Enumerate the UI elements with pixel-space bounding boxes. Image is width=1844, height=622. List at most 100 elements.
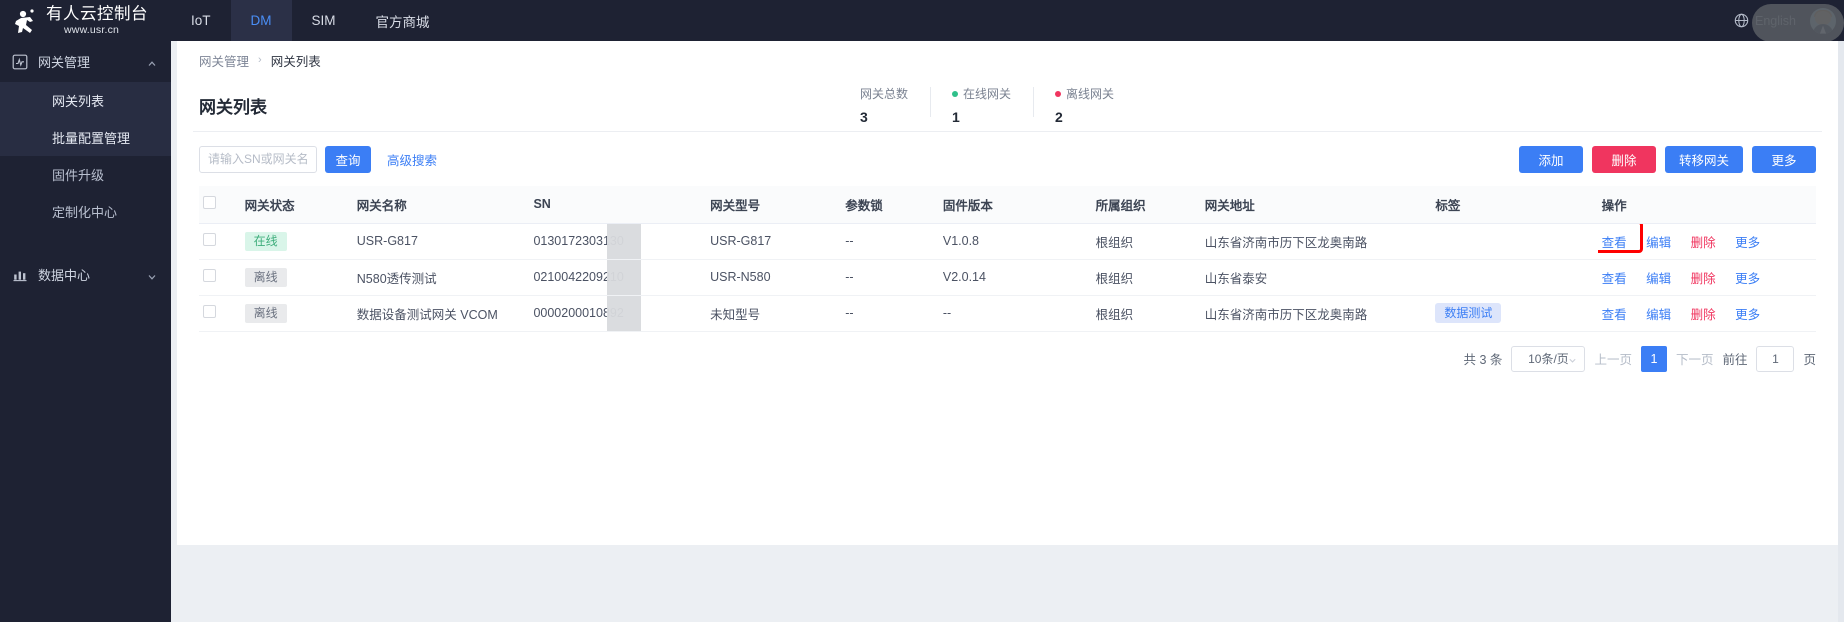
cell-name: USR-G817 xyxy=(352,223,530,260)
more-action[interactable]: 更多 xyxy=(1735,271,1761,286)
edit-action[interactable]: 编辑 xyxy=(1646,235,1672,250)
advanced-search-link[interactable]: 高级搜索 xyxy=(387,153,438,168)
cell-address: 山东省泰安 xyxy=(1200,259,1432,296)
sidebar-group-label: 网关管理 xyxy=(38,55,91,70)
stat-value: 2 xyxy=(1054,109,1063,125)
delete-action[interactable]: 删除 xyxy=(1690,271,1716,286)
next-page-button[interactable]: 下一页 xyxy=(1675,353,1714,367)
sidebar-item-firmware-upgrade[interactable]: 固件升级 xyxy=(52,168,105,183)
cell-firmware: V2.0.14 xyxy=(938,259,1092,296)
vertical-scrollbar[interactable] xyxy=(1838,41,1844,622)
chevron-up-icon xyxy=(147,57,157,67)
sidebar-item-gateway-list[interactable]: 网关列表 xyxy=(0,82,171,119)
table-header-row: 网关状态 网关名称 SN 网关型号 参数锁 固件版本 所属组织 网关地址 标签 … xyxy=(199,186,1816,224)
table-header: 网关状态 网关名称 SN 网关型号 参数锁 固件版本 所属组织 网关地址 标签 … xyxy=(199,186,1816,224)
table-row[interactable]: 离线 N580透传测试 0210042209210 USR-N580 -- V2… xyxy=(199,259,1816,296)
running-person-logo-icon xyxy=(10,6,40,36)
view-action[interactable]: 查看 xyxy=(1601,235,1627,250)
more-button[interactable]: 更多 xyxy=(1752,145,1816,173)
nav-tab-iot[interactable]: IoT xyxy=(191,13,211,28)
column-header-name: 网关名称 xyxy=(352,186,530,224)
stat-label: 在线网关 xyxy=(951,85,1011,102)
edit-action[interactable]: 编辑 xyxy=(1646,271,1672,286)
sidebar-group-data-center[interactable]: 数据中心 xyxy=(0,254,171,295)
stat-total-text: 网关总数 xyxy=(859,87,908,101)
row-checkbox[interactable] xyxy=(203,269,216,282)
redacted-username-overlay xyxy=(1752,4,1844,42)
cell-param-lock: -- xyxy=(841,223,939,260)
globe-icon[interactable] xyxy=(1734,13,1749,28)
sn-value: 0000200010892 xyxy=(533,306,624,320)
sn-value: 0130172303130 xyxy=(533,234,624,248)
prev-page-button[interactable]: 上一页 xyxy=(1594,353,1632,367)
page-number-1[interactable]: 1 xyxy=(1640,345,1667,372)
page-header: 网关列表 网关总数 3 在线网关 1 xyxy=(177,79,1838,131)
cell-param-lock: -- xyxy=(841,259,939,296)
goto-page-input[interactable] xyxy=(1756,345,1795,372)
cell-tag xyxy=(1431,223,1598,260)
sidebar-group-gateway-management[interactable]: 网关管理 xyxy=(0,41,171,82)
search-input[interactable] xyxy=(199,145,317,173)
brand-logo-area[interactable]: 有人云控制台 www.usr.cn xyxy=(0,0,171,41)
cell-org: 根组织 xyxy=(1091,223,1201,260)
column-header-model: 网关型号 xyxy=(706,186,842,224)
cell-firmware: V1.0.8 xyxy=(938,223,1092,260)
status-badge: 在线 xyxy=(244,231,287,251)
cell-status: 在线 xyxy=(240,223,353,260)
sidebar-item-customization-center[interactable]: 定制化中心 xyxy=(52,205,118,220)
row-select-cell xyxy=(199,223,241,260)
view-action[interactable]: 查看 xyxy=(1601,271,1627,286)
breadcrumb-separator-icon: › xyxy=(258,54,262,66)
table-row[interactable]: 离线 数据设备测试网关 VCOM 0000200010892 未知型号 -- -… xyxy=(199,295,1816,332)
offline-status-dot-icon xyxy=(1054,90,1061,97)
cell-model: USR-N580 xyxy=(706,259,842,296)
nav-tab-sim[interactable]: SIM xyxy=(311,13,336,28)
pagination: 共 3 条 10条/页 上一页 1 下一页 前往 页 xyxy=(177,332,1838,372)
column-header-status: 网关状态 xyxy=(240,186,353,224)
cell-org: 根组织 xyxy=(1091,295,1201,332)
gateway-tag[interactable]: 数据测试 xyxy=(1435,303,1502,323)
cell-sn: 0210042209210 xyxy=(529,259,707,296)
row-checkbox[interactable] xyxy=(203,305,216,318)
breadcrumb: 网关管理 › 网关列表 xyxy=(177,41,1838,79)
more-action[interactable]: 更多 xyxy=(1735,235,1761,250)
cell-sn: 0130172303130 xyxy=(529,223,707,260)
redacted-sn-overlay xyxy=(607,295,642,330)
row-checkbox[interactable] xyxy=(203,233,216,246)
page-title: 网关列表 xyxy=(199,97,267,117)
select-all-checkbox[interactable] xyxy=(203,196,216,210)
cell-status: 离线 xyxy=(240,295,353,332)
cell-address: 山东省济南市历下区龙奥南路 xyxy=(1200,223,1432,260)
cell-name: N580透传测试 xyxy=(352,259,530,296)
main-content-area: 网关管理 › 网关列表 网关列表 网关总数 3 在 xyxy=(171,41,1844,622)
delete-action[interactable]: 删除 xyxy=(1690,307,1716,322)
sidebar-spacer xyxy=(0,230,171,254)
nav-tab-dm[interactable]: DM xyxy=(230,0,292,41)
view-action[interactable]: 查看 xyxy=(1601,307,1627,322)
cell-model: USR-G817 xyxy=(706,223,842,260)
nav-tab-official-store[interactable]: 官方商城 xyxy=(375,14,430,30)
add-button[interactable]: 添加 xyxy=(1518,145,1583,173)
stat-online-text: 在线网关 xyxy=(962,87,1011,101)
delete-action[interactable]: 删除 xyxy=(1690,235,1716,250)
goto-label: 前往 xyxy=(1722,353,1748,367)
breadcrumb-parent[interactable]: 网关管理 xyxy=(199,54,250,69)
query-button[interactable]: 查询 xyxy=(325,145,371,173)
sidebar-item-batch-config[interactable]: 批量配置管理 xyxy=(0,119,171,156)
delete-button[interactable]: 删除 xyxy=(1591,145,1656,173)
cell-org: 根组织 xyxy=(1091,259,1201,296)
edit-action[interactable]: 编辑 xyxy=(1646,307,1672,322)
column-header-operations: 操作 xyxy=(1597,186,1816,224)
cell-tag xyxy=(1431,259,1598,296)
pagination-total: 共 3 条 xyxy=(1463,353,1503,367)
page-size-select[interactable]: 10条/页 xyxy=(1511,345,1586,372)
cell-model: 未知型号 xyxy=(706,295,842,332)
more-action[interactable]: 更多 xyxy=(1735,307,1761,322)
stat-offline-text: 离线网关 xyxy=(1065,87,1114,101)
page-unit-label: 页 xyxy=(1803,353,1816,367)
table-row[interactable]: 在线 USR-G817 0130172303130 USR-G817 -- V1… xyxy=(199,223,1816,260)
column-header-param-lock: 参数锁 xyxy=(841,186,939,224)
transfer-gateway-button[interactable]: 转移网关 xyxy=(1664,145,1743,173)
brand-text: 有人云控制台 www.usr.cn xyxy=(46,5,148,36)
